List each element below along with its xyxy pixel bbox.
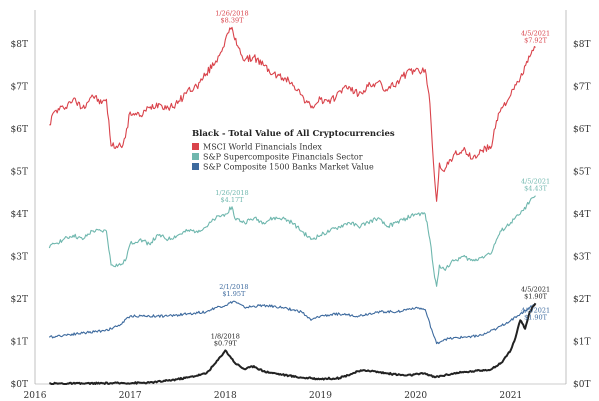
- annotation-value: $1.95T: [222, 290, 246, 298]
- annotation-date: 4/5/2021: [521, 29, 550, 37]
- x-tick-label: 2016: [24, 391, 47, 401]
- series-line: [48, 300, 536, 345]
- x-tick-label: 2020: [404, 391, 427, 401]
- y-tick-label-left: $4T: [11, 210, 28, 220]
- annotation-date: 1/26/2018: [215, 189, 248, 197]
- annotation-value: $8.39T: [221, 16, 245, 24]
- annotation-date: 2/1/2018: [219, 283, 248, 291]
- x-tick-label: 2021: [499, 391, 522, 401]
- annotation-date: 1/26/2018: [215, 9, 248, 17]
- y-tick-labels-right: $0T $1T $2T $3T $4T $5T $6T $7T $8T: [573, 40, 590, 390]
- annotation-date: 4/5/2021: [521, 285, 550, 293]
- legend: Black - Total Value of All Cryptocurrenc…: [192, 129, 395, 172]
- legend-label: MSCI World Financials Index: [203, 143, 322, 152]
- y-tick-label-left: $7T: [11, 83, 28, 93]
- legend-swatch: [192, 143, 199, 150]
- y-tick-label-left: $2T: [11, 295, 28, 305]
- y-tick-label-right: $7T: [573, 83, 590, 93]
- annotations: 1/26/2018$8.39T4/5/2021$7.92T1/26/2018$4…: [211, 9, 550, 347]
- series-line: [49, 302, 537, 385]
- y-tick-label-right: $6T: [573, 125, 590, 135]
- y-tick-label-left: $1T: [11, 338, 28, 348]
- y-tick-label-left: $3T: [11, 253, 28, 263]
- y-tick-label-right: $8T: [573, 40, 590, 50]
- x-tick-label: 2019: [309, 391, 332, 401]
- legend-swatch: [192, 163, 199, 170]
- y-tick-label-right: $2T: [573, 295, 590, 305]
- x-tick-label: 2017: [119, 391, 142, 401]
- legend-swatch: [192, 153, 199, 160]
- y-tick-label-right: $0T: [573, 380, 590, 390]
- annotation-date: 4/5/2021: [521, 306, 550, 314]
- y-tick-label-left: $0T: [11, 380, 28, 390]
- y-tick-label-right: $5T: [573, 168, 590, 178]
- legend-label: S&P Composite 1500 Banks Market Value: [203, 163, 374, 172]
- annotation-date: 1/8/2018: [211, 332, 240, 340]
- annotation-value: $1.90T: [524, 313, 548, 321]
- y-tick-label-right: $1T: [573, 338, 590, 348]
- annotation-value: $7.92T: [524, 36, 548, 44]
- annotation-value: $4.17T: [221, 196, 245, 204]
- legend-label: S&P Supercomposite Financials Sector: [203, 153, 363, 162]
- annotation-value: $1.90T: [524, 292, 548, 300]
- x-tick-label: 2018: [214, 391, 237, 401]
- annotation-value: $0.79T: [214, 339, 238, 347]
- y-tick-label-left: $8T: [11, 40, 28, 50]
- y-tick-label-right: $3T: [573, 253, 590, 263]
- x-tick-labels: 2016 2017 2018 2019 2020 2021: [24, 391, 523, 401]
- series-line: [49, 26, 536, 202]
- annotation-value: $4.43T: [524, 185, 548, 193]
- series-line: [48, 195, 536, 287]
- y-tick-label-left: $5T: [11, 168, 28, 178]
- y-tick-labels-left: $0T $1T $2T $3T $4T $5T $6T $7T $8T: [11, 40, 28, 390]
- annotation-date: 4/5/2021: [521, 178, 550, 186]
- y-tick-label-right: $4T: [573, 210, 590, 220]
- series-lines: [48, 26, 537, 385]
- y-tick-label-left: $6T: [11, 125, 28, 135]
- legend-title: Black - Total Value of All Cryptocurrenc…: [192, 129, 395, 139]
